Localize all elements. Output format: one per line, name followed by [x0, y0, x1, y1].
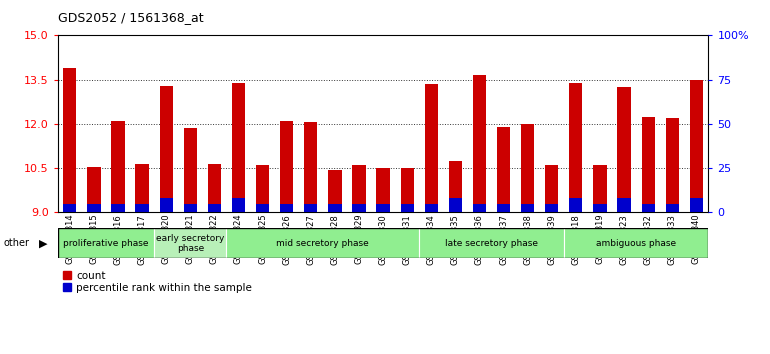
Bar — [400, 204, 413, 212]
Bar — [424, 84, 438, 212]
Legend: count, percentile rank within the sample: count, percentile rank within the sample — [63, 271, 253, 293]
Bar — [618, 87, 631, 212]
Text: late secretory phase: late secretory phase — [445, 239, 538, 248]
Bar — [184, 204, 197, 212]
Bar — [232, 198, 245, 212]
Bar — [353, 165, 366, 212]
Bar — [208, 204, 221, 212]
Bar — [424, 204, 438, 212]
Bar — [256, 204, 270, 212]
Bar — [569, 198, 582, 212]
Bar — [641, 204, 654, 212]
Bar — [63, 204, 76, 212]
Bar — [159, 86, 172, 212]
Bar — [208, 164, 221, 212]
Bar — [226, 228, 419, 258]
Text: ▶: ▶ — [38, 238, 47, 249]
Bar — [154, 228, 226, 258]
Bar — [328, 204, 342, 212]
Bar — [256, 165, 270, 212]
Bar — [159, 198, 172, 212]
Bar — [58, 228, 154, 258]
Text: early secretory
phase: early secretory phase — [156, 234, 225, 253]
Bar — [569, 82, 582, 212]
Bar — [419, 228, 564, 258]
Bar — [690, 198, 703, 212]
Bar — [618, 198, 631, 212]
Bar — [564, 228, 708, 258]
Bar — [112, 204, 125, 212]
Bar — [136, 204, 149, 212]
Bar — [545, 204, 558, 212]
Bar — [87, 204, 101, 212]
Bar — [497, 127, 511, 212]
Bar — [449, 198, 462, 212]
Bar — [377, 168, 390, 212]
Bar — [63, 68, 76, 212]
Bar — [473, 75, 486, 212]
Bar — [594, 204, 607, 212]
Text: ambiguous phase: ambiguous phase — [596, 239, 676, 248]
Text: proliferative phase: proliferative phase — [63, 239, 149, 248]
Bar — [545, 165, 558, 212]
Text: other: other — [4, 238, 30, 249]
Bar — [377, 204, 390, 212]
Bar — [594, 165, 607, 212]
Bar — [136, 164, 149, 212]
Bar — [400, 168, 413, 212]
Bar — [353, 204, 366, 212]
Bar — [665, 204, 679, 212]
Bar — [280, 121, 293, 212]
Bar — [521, 124, 534, 212]
Bar — [304, 204, 317, 212]
Bar — [690, 80, 703, 212]
Bar — [328, 170, 342, 212]
Bar — [304, 122, 317, 212]
Bar — [641, 116, 654, 212]
Bar — [184, 128, 197, 212]
Text: mid secretory phase: mid secretory phase — [276, 239, 369, 248]
Bar — [521, 204, 534, 212]
Text: GDS2052 / 1561368_at: GDS2052 / 1561368_at — [58, 11, 203, 24]
Bar — [449, 161, 462, 212]
Bar — [232, 82, 245, 212]
Bar — [665, 118, 679, 212]
Bar — [497, 204, 511, 212]
Bar — [473, 204, 486, 212]
Bar — [280, 204, 293, 212]
Bar — [112, 121, 125, 212]
Bar — [87, 167, 101, 212]
